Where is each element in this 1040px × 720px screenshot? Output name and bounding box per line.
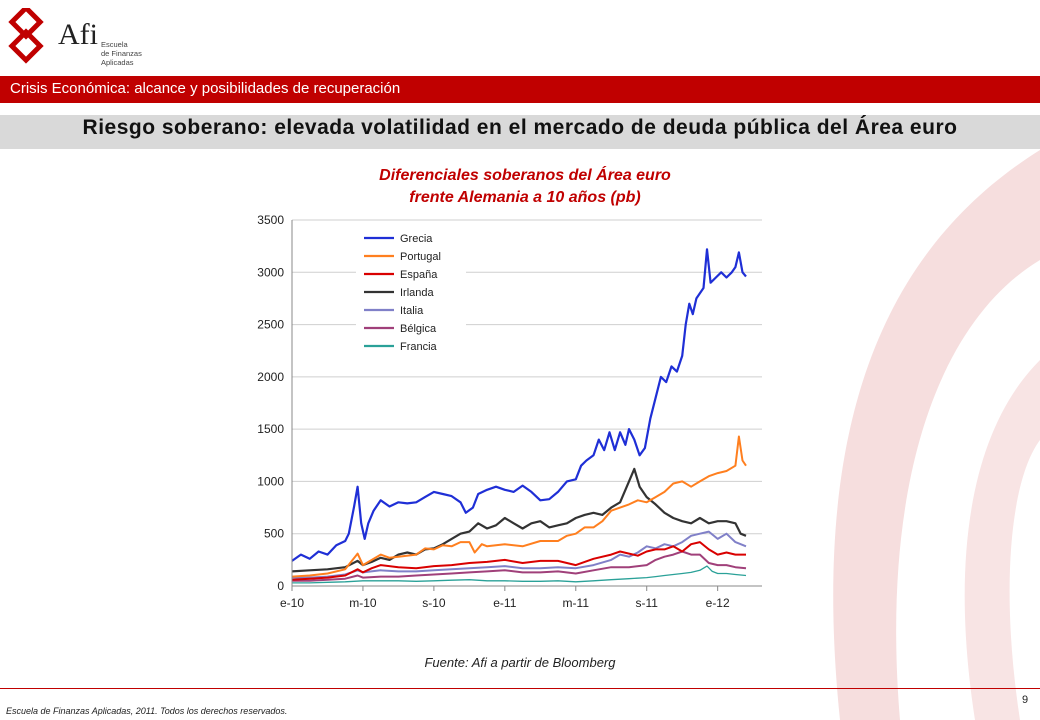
afi-logo: Afi Escuela de Finanzas Aplicadas <box>6 4 186 68</box>
y-tick-label: 1500 <box>257 422 284 436</box>
legend-label: España <box>400 269 438 281</box>
y-tick-label: 3500 <box>257 213 284 227</box>
logo-subtitle: Escuela de Finanzas Aplicadas <box>101 40 142 67</box>
logo-sub-line: Aplicadas <box>101 58 134 67</box>
page-number: 9 <box>1022 694 1029 706</box>
series-line-portugal <box>291 435 747 578</box>
legend-label: Irlanda <box>400 287 435 299</box>
axis-layer: 0 500 1000 1500 2000 2500 3000 3500 e-10 m-10 s-10… <box>257 213 762 610</box>
legend-label: Bélgica <box>400 323 437 335</box>
y-tick-label: 3000 <box>257 265 284 279</box>
section-title: Crisis Económica: alcance y posibilidade… <box>10 80 401 97</box>
chart-title-line-1: Diferenciales soberanos del Área euro <box>379 167 671 184</box>
legend-label: Portugal <box>400 251 441 263</box>
spread-line-chart: 0 500 1000 1500 2000 2500 3000 3500 e-10 m-10 s-10… <box>257 213 762 610</box>
logo-name: Afi <box>58 18 98 51</box>
logo-sub-line: de Finanzas <box>101 49 142 58</box>
legend-label: Grecia <box>400 233 433 245</box>
y-tick-label: 1000 <box>257 474 284 488</box>
chart-title-line-2: frente Alemania a 10 años (pb) <box>409 189 641 206</box>
y-tick-label: 2000 <box>257 370 284 384</box>
legend: Grecia Portugal España Irlanda Italia Bélgica… <box>356 226 466 358</box>
series-line-españa <box>291 541 746 581</box>
y-tick-label: 0 <box>277 579 284 593</box>
footer-copyright: Escuela de Finanzas Aplicadas, 2011. Tod… <box>6 706 288 716</box>
background-arc-outer <box>833 150 1040 720</box>
afi-logo-icon <box>8 4 44 64</box>
legend-label: Francia <box>400 341 438 353</box>
y-tick-label: 2500 <box>257 318 284 332</box>
y-tick-label: 500 <box>264 527 284 541</box>
x-tick-label: m-11 <box>563 596 590 610</box>
x-tick-label: e-11 <box>493 596 516 610</box>
chart-title: Diferenciales soberanos del Área euro fr… <box>300 165 750 209</box>
series-layer <box>291 248 747 584</box>
footer-divider <box>0 688 1040 689</box>
title-band <box>0 115 1040 149</box>
x-tick-label: s-11 <box>635 596 658 610</box>
x-tick-label: s-10 <box>422 596 446 610</box>
x-tick-label: m-10 <box>349 596 377 610</box>
series-line-italia <box>292 530 747 579</box>
series-line-grecia <box>291 248 747 562</box>
series-line-francia <box>292 565 747 584</box>
legend-label: Italia <box>400 305 424 317</box>
logo-sub-line: Escuela <box>101 40 128 49</box>
section-band: Crisis Económica: alcance y posibilidade… <box>0 76 1040 103</box>
x-tick-label: e-10 <box>280 596 304 610</box>
page-title: Riesgo soberano: elevada volatilidad en … <box>82 116 958 139</box>
background-arc-inner <box>964 360 1040 720</box>
series-line-bélgica <box>292 550 747 582</box>
source-note: Fuente: Afi a partir de Bloomberg <box>424 655 616 670</box>
x-tick-label: e-12 <box>706 596 730 610</box>
